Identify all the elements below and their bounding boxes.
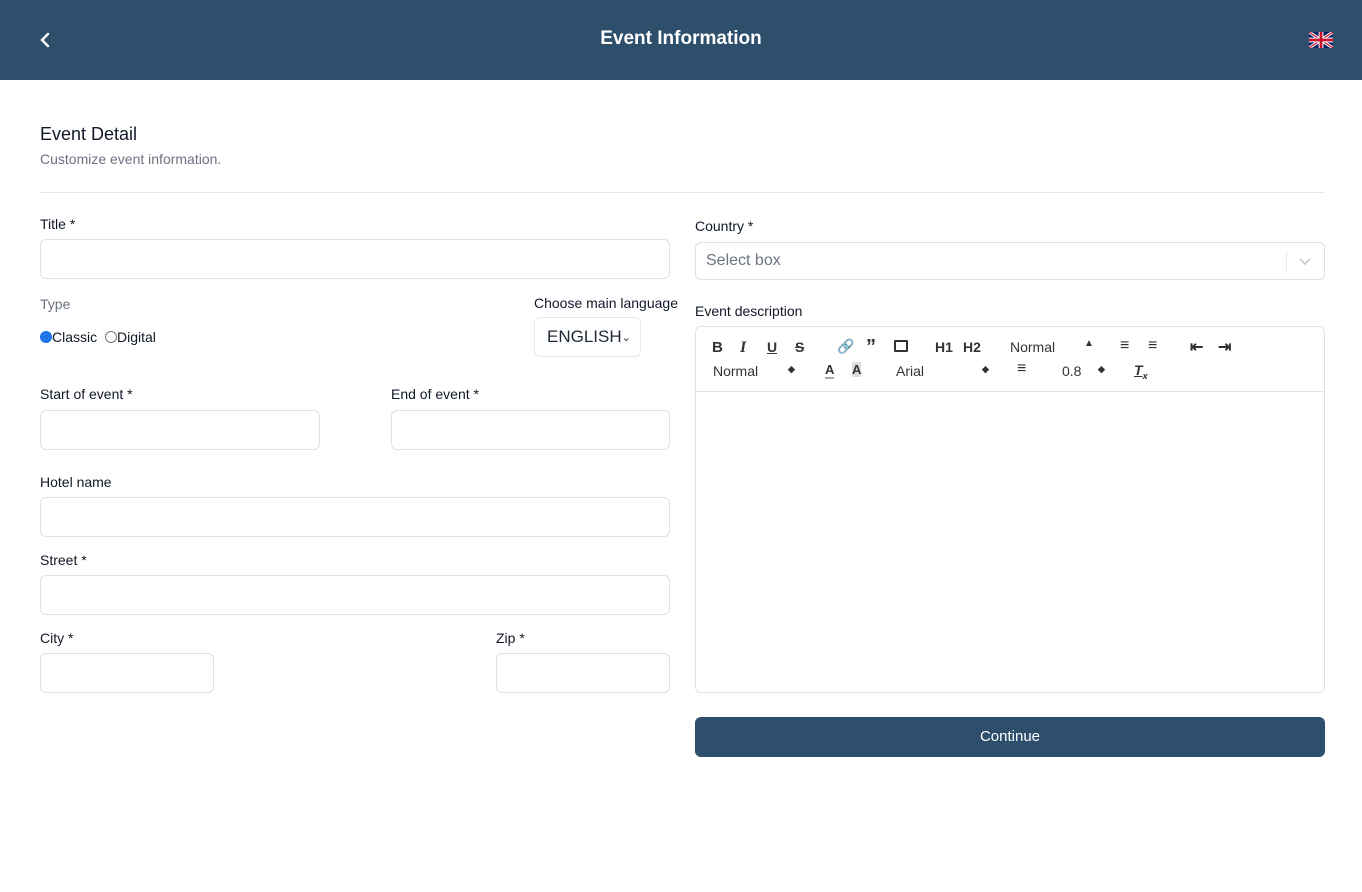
editor-toolbar: B I U S 🔗 ” H1 H2 Normal ▲ ≡ ≡ ⇤ ⇥ Norma… (696, 327, 1324, 392)
street-label: Street * (40, 552, 87, 568)
chevron-down-icon: ⌄ (621, 331, 631, 344)
city-input[interactable] (40, 653, 214, 693)
align-icon[interactable]: ≡ (1017, 360, 1027, 377)
underline-icon[interactable]: U (767, 339, 778, 355)
uk-flag-icon[interactable] (1309, 32, 1333, 48)
zip-input[interactable] (496, 653, 670, 693)
text-color-icon[interactable]: A (825, 362, 835, 379)
radio-digital-label[interactable]: Digital (117, 329, 156, 345)
size-select[interactable]: Normal (713, 363, 759, 379)
language-value: ENGLISH (547, 327, 622, 346)
title-label: Title * (40, 216, 76, 232)
editor-content[interactable] (696, 392, 1324, 692)
description-label: Event description (695, 303, 803, 319)
city-label: City * (40, 630, 74, 646)
section-title: Event Detail (40, 124, 138, 144)
updown-icon: ▲ (1084, 338, 1094, 349)
type-label: Type (40, 296, 71, 312)
header-select[interactable]: Normal (1010, 339, 1056, 355)
divider (40, 192, 1325, 193)
zip-label: Zip * (496, 630, 525, 646)
clear-format-icon[interactable]: Tx (1134, 362, 1148, 381)
updown-icon: ◆ (788, 364, 795, 374)
title-input[interactable] (40, 239, 670, 279)
line-height-select[interactable]: 0.8 (1062, 363, 1082, 379)
rich-text-editor: B I U S 🔗 ” H1 H2 Normal ▲ ≡ ≡ ⇤ ⇥ Norma… (695, 326, 1325, 693)
country-placeholder: Select box (706, 252, 781, 269)
radio-classic[interactable] (40, 331, 52, 343)
strikethrough-icon[interactable]: S (795, 339, 805, 355)
updown-icon: ◆ (982, 364, 989, 374)
chevron-down-icon (1298, 251, 1312, 276)
country-label: Country * (695, 218, 754, 234)
language-label: Choose main language (534, 295, 678, 311)
radio-classic-label[interactable]: Classic (52, 329, 98, 345)
indent-icon[interactable]: ⇥ (1218, 339, 1232, 356)
outdent-icon[interactable]: ⇤ (1190, 339, 1204, 356)
app-header: Event Information (0, 0, 1362, 80)
radio-digital[interactable] (105, 331, 118, 343)
h2-icon[interactable]: H2 (963, 339, 981, 355)
language-select[interactable]: ENGLISH ⌄ (534, 317, 641, 357)
ordered-list-icon[interactable]: ≡ (1120, 337, 1130, 354)
link-icon[interactable]: 🔗 (837, 338, 855, 354)
image-icon[interactable] (894, 340, 908, 352)
section-subtitle: Customize event information. (40, 151, 222, 167)
start-label: Start of event * (40, 386, 133, 402)
font-select[interactable]: Arial (896, 363, 925, 379)
back-button[interactable] (34, 26, 58, 54)
continue-button[interactable]: Continue (695, 717, 1325, 757)
end-input[interactable] (391, 410, 670, 450)
hotel-label: Hotel name (40, 474, 112, 490)
page-title: Event Information (600, 28, 762, 49)
h1-icon[interactable]: H1 (935, 339, 953, 355)
country-select[interactable]: Select box (695, 242, 1325, 280)
end-label: End of event * (391, 386, 479, 402)
type-radio-group: Classic Digital (40, 329, 156, 345)
bold-icon[interactable]: B (712, 339, 723, 356)
start-input[interactable] (40, 410, 320, 450)
background-color-icon[interactable]: A (852, 362, 862, 377)
hotel-input[interactable] (40, 497, 670, 537)
bullet-list-icon[interactable]: ≡ (1148, 337, 1158, 354)
select-separator (1286, 252, 1287, 272)
updown-icon: ◆ (1098, 364, 1105, 374)
italic-icon[interactable]: I (740, 339, 747, 356)
street-input[interactable] (40, 575, 670, 615)
blockquote-icon[interactable]: ” (866, 336, 876, 358)
